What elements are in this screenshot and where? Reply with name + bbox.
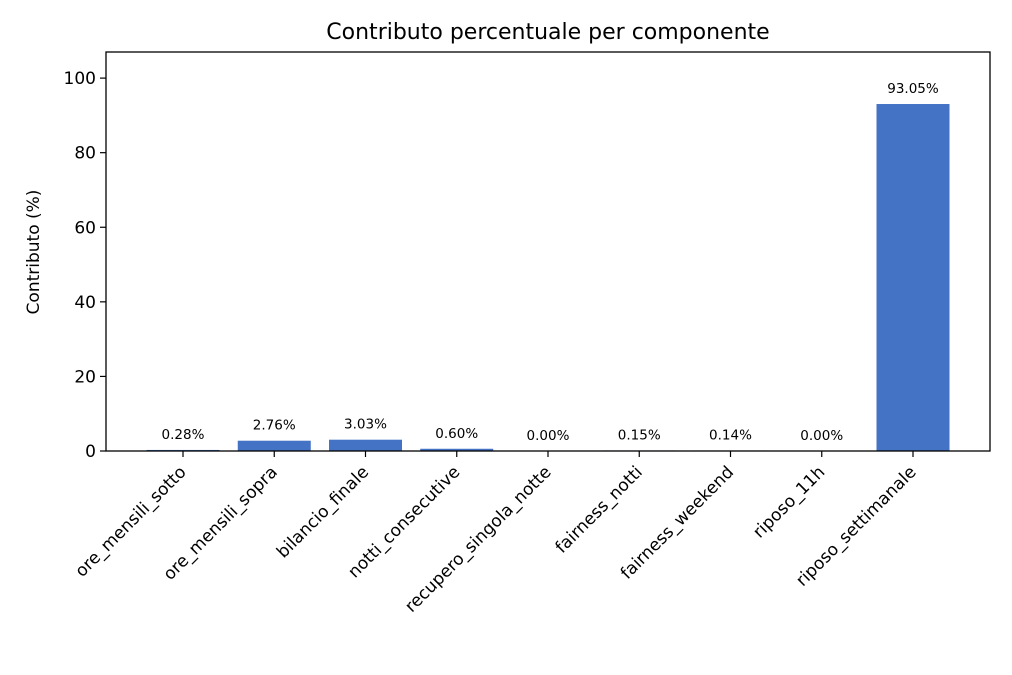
data-label-notti_consecutive: 0.60% xyxy=(435,426,478,442)
x-tick-label: fairness_notti xyxy=(552,462,647,557)
y-tick-label: 60 xyxy=(74,218,96,238)
x-tick-label: bilancio_finale xyxy=(273,462,373,562)
bar-riposo_settimanale xyxy=(876,104,950,451)
data-label-riposo_11h: 0.00% xyxy=(800,428,843,444)
y-axis-label: Contributo (%) xyxy=(24,190,44,315)
x-tick-label: riposo_11h xyxy=(749,462,829,542)
y-tick-label: 0 xyxy=(85,442,96,462)
y-tick-label: 20 xyxy=(74,367,96,387)
bar-ore_mensili_sopra xyxy=(237,440,311,451)
x-axis: ore_mensili_sottoore_mensili_soprabilanc… xyxy=(72,451,921,617)
y-axis: 0 20 40 60 80 100 xyxy=(64,69,106,462)
x-tick-label: recupero_singola_notte xyxy=(401,462,555,616)
plot-frame xyxy=(105,51,991,452)
data-label-ore_mensili_sotto: 0.28% xyxy=(162,427,205,443)
chart-title: Contributo percentuale per componente xyxy=(326,20,769,45)
bar-notti_consecutive xyxy=(420,448,494,451)
bars-layer xyxy=(146,104,950,451)
data-label-bilancio_finale: 3.03% xyxy=(344,417,387,433)
data-label-ore_mensili_sopra: 2.76% xyxy=(253,418,296,434)
data-labels-layer: 0.28% 2.76% 3.03% 0.60% 0.00% 0.15% 0.14% 0.00%… xyxy=(162,81,939,444)
y-tick-label: 100 xyxy=(64,69,96,89)
data-label-recupero_singola_notte: 0.00% xyxy=(527,428,570,444)
y-tick-label: 40 xyxy=(74,293,96,313)
data-label-fairness_weekend: 0.14% xyxy=(709,427,752,443)
y-tick-label: 80 xyxy=(74,144,96,164)
data-label-fairness_notti: 0.15% xyxy=(618,427,661,443)
data-label-riposo_settimanale: 93.05% xyxy=(887,81,939,97)
bar-bilancio_finale xyxy=(329,439,402,451)
